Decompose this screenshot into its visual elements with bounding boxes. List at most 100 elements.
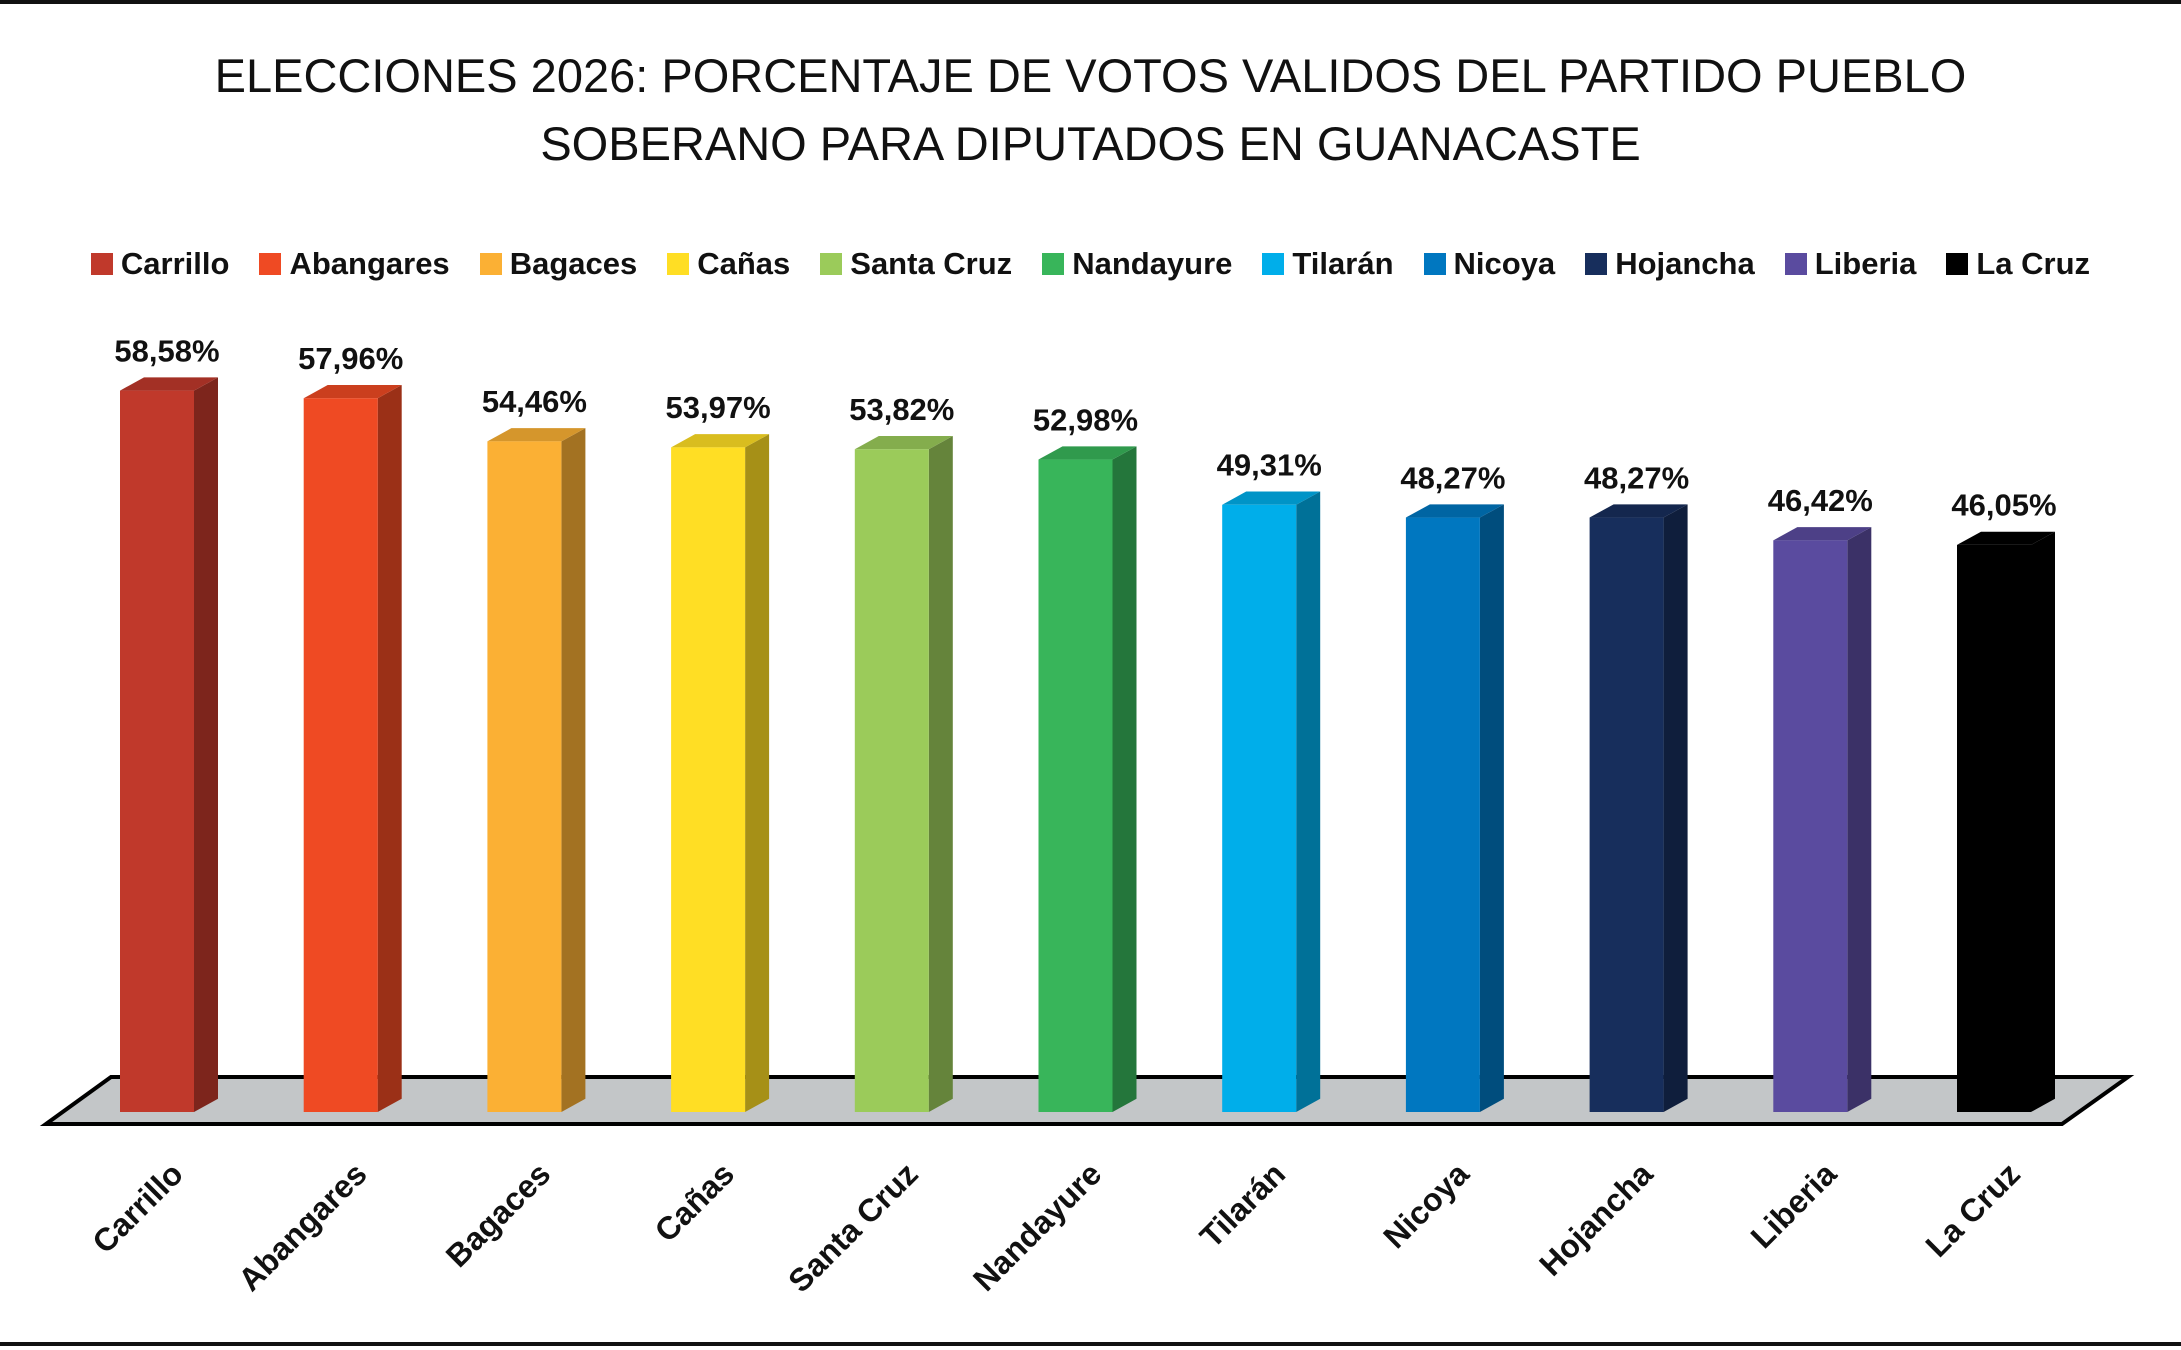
bar-front-santa-cruz [854, 449, 929, 1113]
legend-item-tilaran: Tilarán [1262, 246, 1394, 282]
legend-swatch [1262, 253, 1285, 275]
bar-santa-cruz [854, 436, 953, 1113]
legend-item-canas: Cañas [667, 246, 790, 282]
chart-title-line-2: SOBERANO PARA DIPUTADOS EN GUANACASTE [540, 117, 1641, 170]
x-tick-label-carrillo: Carrillo [85, 1155, 190, 1260]
legend-item-carrillo: Carrillo [90, 246, 230, 282]
data-label-hojancha: 48,27% [1584, 460, 1689, 495]
data-label-la-cruz: 46,05% [1951, 488, 2056, 523]
x-tick-label-nicoya: Nicoya [1376, 1155, 1476, 1255]
bar-side-hojancha [1663, 504, 1688, 1112]
legend-item-bagaces: Bagaces [479, 246, 638, 282]
bar-front-la-cruz [1957, 544, 2031, 1112]
legend-label: Hojancha [1615, 246, 1755, 281]
legend-item-santa-cruz: Santa Cruz [820, 246, 1012, 282]
bar-top-la-cruz [1957, 531, 2055, 545]
data-label-liberia: 46,42% [1768, 483, 1873, 518]
legend-label: Cañas [697, 246, 791, 281]
data-label-tilaran: 49,31% [1217, 448, 1322, 483]
bar-side-liberia [1847, 527, 1872, 1112]
bar-side-la-cruz [2031, 531, 2055, 1112]
data-label-bagaces: 54,46% [482, 384, 587, 419]
bar-top-nicoya [1405, 504, 1504, 518]
bar-side-carrillo [194, 377, 218, 1112]
bar-liberia [1773, 527, 1872, 1112]
x-tick-label-hojancha: Hojancha [1532, 1155, 1659, 1282]
chart-title: ELECCIONES 2026: PORCENTAJE DE VOTOS VAL… [0, 42, 2181, 178]
data-label-nandayure: 52,98% [1033, 402, 1138, 437]
chart-legend: Carrillo Abangares Bagaces Cañas Santa Cruz N… [0, 242, 2181, 286]
bar-side-nicoya [1479, 504, 1504, 1112]
bar-nicoya [1405, 504, 1504, 1112]
legend-label: Carrillo [120, 246, 230, 281]
bar-tilaran [1222, 491, 1321, 1113]
legend-item-abangares: Abangares [259, 246, 450, 282]
legend-label: La Cruz [1976, 246, 2091, 281]
x-tick-label-bagaces: Bagaces [439, 1155, 558, 1274]
bar-side-canas [745, 434, 770, 1113]
bar-side-abangares [377, 385, 402, 1113]
bar-top-canas [671, 434, 770, 448]
bar-top-santa-cruz [854, 436, 953, 450]
x-tick-label-abangares: Abangares [231, 1155, 373, 1297]
legend-swatch [1423, 253, 1446, 275]
bar-top-carrillo [120, 377, 218, 391]
legend-label: Liberia [1814, 246, 1917, 281]
bar-front-canas [671, 447, 746, 1112]
chart-title-line-1: ELECCIONES 2026: PORCENTAJE DE VOTOS VAL… [214, 49, 1967, 102]
bar-nandayure [1038, 446, 1137, 1113]
bar-canas [671, 434, 770, 1113]
bar-la-cruz [1957, 531, 2055, 1112]
bar-bagaces [487, 428, 586, 1113]
legend-item-nandayure: Nandayure [1042, 246, 1232, 282]
bar-top-liberia [1773, 527, 1872, 541]
legend-label: Nandayure [1072, 246, 1233, 281]
x-tick-label-tilaran: Tilarán [1193, 1155, 1292, 1254]
legend-swatch [1784, 253, 1807, 275]
bar-side-nandayure [1112, 446, 1137, 1112]
legend-item-la-cruz: La Cruz [1946, 246, 2090, 282]
legend-item-liberia: Liberia [1784, 246, 1917, 282]
bar-carrillo [120, 377, 218, 1113]
bar-front-nandayure [1038, 459, 1113, 1113]
data-label-santa-cruz: 53,82% [849, 392, 954, 427]
data-label-nicoya: 48,27% [1400, 460, 1505, 495]
bar-side-santa-cruz [928, 436, 953, 1112]
bar-top-hojancha [1589, 504, 1688, 518]
legend-swatch [90, 253, 113, 275]
legend-label: Bagaces [509, 246, 638, 281]
bar-side-bagaces [561, 428, 586, 1112]
legend-swatch [479, 253, 502, 275]
legend-label: Santa Cruz [850, 246, 1013, 281]
data-label-carrillo: 58,58% [114, 333, 219, 368]
legend-swatch [667, 253, 690, 275]
bar-top-nandayure [1038, 446, 1137, 460]
bar-front-abangares [303, 398, 378, 1112]
bar-top-abangares [303, 385, 402, 399]
x-tick-label-canas: Cañas [648, 1155, 741, 1248]
data-label-abangares: 57,96% [298, 341, 403, 376]
bar-front-bagaces [487, 441, 562, 1113]
legend-label: Tilarán [1292, 246, 1394, 281]
bar-front-hojancha [1589, 517, 1664, 1112]
data-label-canas: 53,97% [666, 390, 771, 425]
legend-swatch [820, 253, 843, 275]
bar-front-tilaran [1222, 504, 1297, 1113]
x-tick-label-santa-cruz: Santa Cruz [781, 1155, 925, 1299]
bar-front-nicoya [1405, 517, 1480, 1112]
x-tick-label-nandayure: Nandayure [966, 1155, 1108, 1297]
legend-item-hojancha: Hojancha [1585, 246, 1755, 282]
bar-plot-area: 58,58% Carrillo 57,96% Abangares 54,46% Bagac… [39, 333, 2135, 1299]
legend-swatch [1946, 253, 1969, 275]
legend-label: Nicoya [1453, 246, 1556, 281]
legend-label: Abangares [289, 246, 450, 281]
legend-item-nicoya: Nicoya [1423, 246, 1556, 282]
bar-top-bagaces [487, 428, 586, 442]
legend-swatch [1042, 253, 1065, 275]
legend-swatch [1585, 253, 1608, 275]
legend-swatch [259, 253, 282, 275]
bar-top-tilaran [1222, 491, 1321, 505]
x-tick-label-liberia: Liberia [1744, 1155, 1844, 1255]
bar-hojancha [1589, 504, 1688, 1112]
